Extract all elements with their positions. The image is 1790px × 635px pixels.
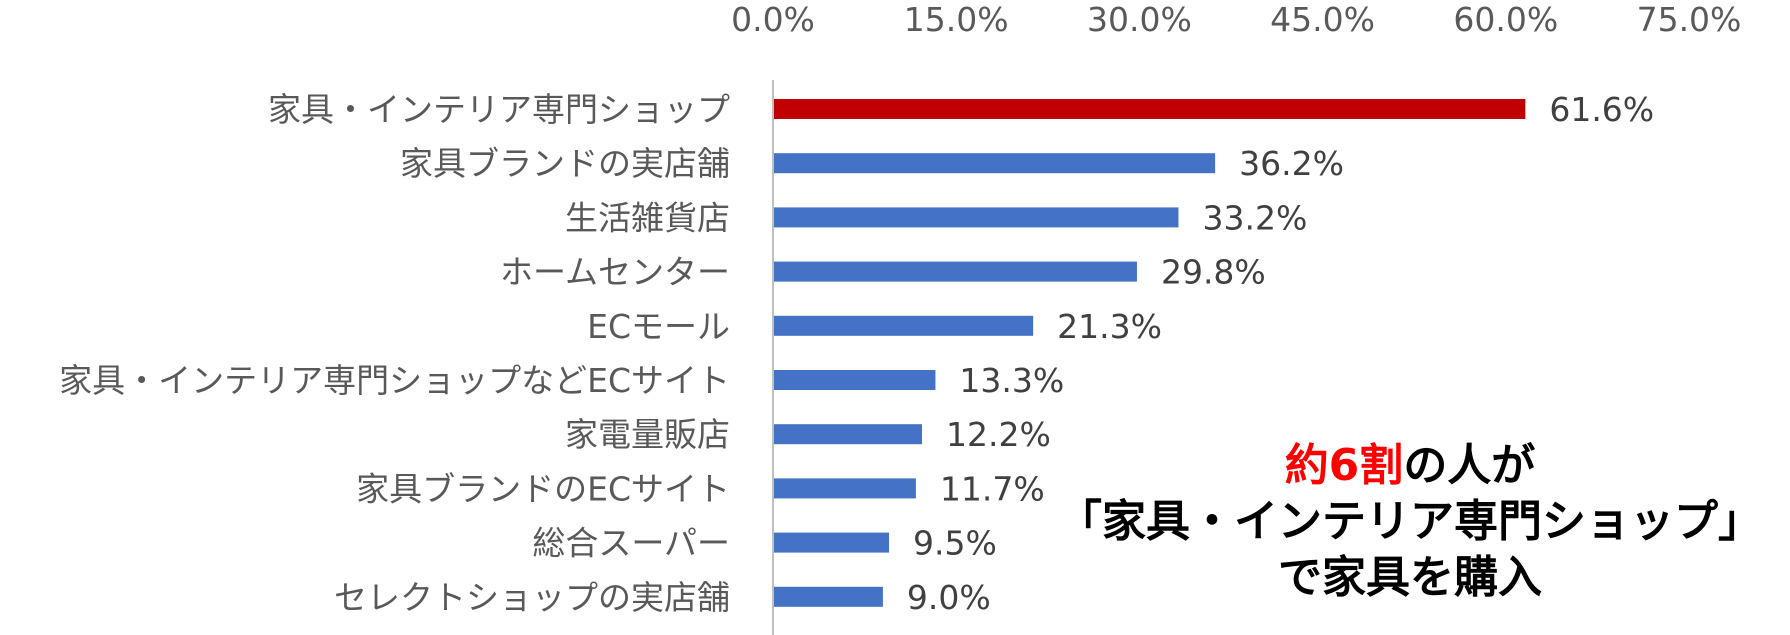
- data-label: 12.2%: [946, 415, 1051, 454]
- annotation-line-1: 約6割の人が: [1030, 438, 1790, 494]
- bar: [774, 424, 923, 445]
- bar: [774, 315, 1034, 336]
- category-label: 家具ブランドの実店舗: [400, 144, 730, 183]
- annotation-line-1-rest: の人が: [1403, 440, 1536, 491]
- bar: [774, 99, 1526, 119]
- bar: [774, 586, 883, 607]
- data-label: 13.3%: [959, 361, 1064, 400]
- annotation-callout: 約6割の人が 「家具・インテリア専門ショップ」 で家具を購入: [1030, 438, 1790, 606]
- bar: [774, 478, 916, 499]
- annotation-line-2: 「家具・インテリア専門ショップ」: [1058, 496, 1762, 547]
- category-label: セレクトショップの実店舗: [334, 578, 730, 617]
- data-label: 11.7%: [940, 469, 1045, 508]
- x-tick-label: 60.0%: [1453, 0, 1558, 39]
- category-label: 総合スーパー: [532, 524, 730, 563]
- x-axis-ticks: 0.0% 15.0% 30.0% 45.0% 60.0% 75.0%: [731, 0, 1741, 39]
- bar: [774, 153, 1216, 174]
- bars: [774, 99, 1526, 607]
- x-tick-label: 0.0%: [731, 0, 815, 39]
- data-label: 33.2%: [1202, 198, 1307, 237]
- category-label: ECモール: [587, 307, 730, 346]
- data-label: 36.2%: [1239, 144, 1344, 183]
- data-label: 29.8%: [1161, 253, 1266, 292]
- data-label: 9.5%: [913, 524, 997, 563]
- annotation-highlight: 約6割: [1284, 440, 1404, 491]
- category-label: 家具ブランドのECサイト: [356, 469, 730, 508]
- bar: [774, 207, 1179, 228]
- annotation-line-3: で家具を購入: [1278, 552, 1542, 603]
- x-tick-label: 45.0%: [1270, 0, 1375, 39]
- category-label: 生活雑貨店: [565, 198, 730, 237]
- category-label: 家具・インテリア専門ショップ: [268, 90, 730, 129]
- data-labels: 61.6% 36.2% 33.2% 29.8% 21.3% 13.3% 12.2% 11.7%…: [907, 90, 1654, 617]
- bar: [774, 261, 1137, 282]
- category-label: ホームセンター: [500, 253, 730, 292]
- bar: [774, 532, 890, 553]
- x-tick-label: 75.0%: [1637, 0, 1742, 39]
- category-label: 家具・インテリア専門ショップなどECサイト: [59, 361, 730, 400]
- category-label: 家電量販店: [565, 415, 730, 454]
- x-tick-label: 30.0%: [1087, 0, 1192, 39]
- bar: [774, 370, 936, 390]
- data-label: 21.3%: [1057, 307, 1162, 346]
- x-tick-label: 15.0%: [904, 0, 1009, 39]
- data-label: 61.6%: [1549, 90, 1654, 129]
- data-label: 9.0%: [907, 578, 991, 617]
